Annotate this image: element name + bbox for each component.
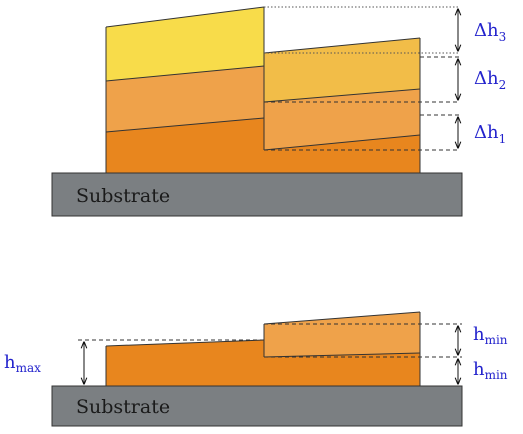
top-left-layer-3 — [106, 7, 264, 81]
bottom-right-raised-layer — [264, 312, 420, 357]
dim-label-dh1: Δh1 — [474, 122, 506, 146]
dim-label-hmin-lower: hmin — [473, 359, 508, 382]
bottom-substrate-label: Substrate — [76, 396, 170, 418]
top-substrate-label: Substrate — [76, 185, 170, 207]
bottom-diagram: Substrate hmax hmin hmin — [4, 311, 508, 427]
bottom-substrate — [51, 385, 463, 427]
bottom-left-layer — [106, 340, 420, 386]
dim-label-hmax: hmax — [4, 352, 41, 375]
dim-label-dh2: Δh2 — [474, 68, 506, 92]
top-left-layer-2 — [106, 66, 264, 132]
top-right-layer-2 — [264, 89, 420, 150]
top-substrate — [51, 172, 463, 217]
top-diagram: Substrate Δh3 Δh2 Δh1 — [51, 6, 506, 217]
top-right-layer-3 — [264, 38, 420, 102]
dim-label-dh3: Δh3 — [474, 20, 506, 44]
top-left-layer-1 — [106, 118, 264, 173]
dim-label-hmin-upper: hmin — [473, 324, 508, 347]
top-right-layer-1 — [264, 135, 420, 173]
